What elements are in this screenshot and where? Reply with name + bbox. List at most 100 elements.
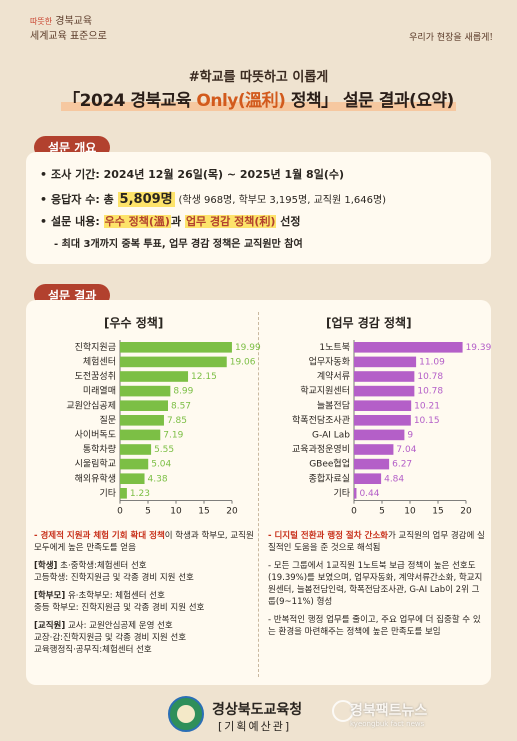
watermark: 경북팩트뉴스 kyeongbuk fact news — [350, 700, 427, 728]
notes-left: - 경제적 지원과 체험 기회 확대 정책이 학생과 학부모, 교직원 모두에게… — [34, 530, 254, 662]
workload-value-label: 10.21 — [414, 401, 440, 411]
workload-tick-label: 10 — [404, 507, 416, 517]
excellent-category-label: 도전꿈성취 — [75, 371, 116, 382]
excellent-category-label: 사이버독도 — [75, 430, 116, 441]
note-parent-l2: 중등 학부모: 진학지원금 및 각종 경비 지원 선호 — [34, 603, 205, 613]
workload-bar — [354, 488, 357, 499]
excellent-value-label: 7.19 — [163, 431, 183, 441]
content-label: 설문 내용: — [51, 215, 100, 228]
workload-category-label: 늘봄전담 — [317, 399, 350, 411]
excellent-bar — [120, 488, 127, 499]
footer-org: 경상북도교육청 — [212, 702, 303, 718]
chart-title-excellent: [우수 정책] — [104, 316, 164, 330]
note-staff-tag: [교직원] — [34, 621, 66, 631]
note-right-1-text: 가 교직원의 업무 경감에 실질적인 도움을 준 것으로 해석됨 — [268, 531, 485, 553]
footer-dept: [기획예산관] — [218, 720, 292, 733]
watermark-icon — [332, 700, 354, 722]
excellent-category-label: 통학차량 — [83, 443, 116, 455]
excellent-bar — [120, 473, 145, 484]
workload-value-label: 10.78 — [417, 372, 443, 382]
workload-category-label: 기타 — [333, 488, 350, 499]
excellent-value-label: 5.04 — [151, 460, 171, 470]
excellent-value-label: 5.55 — [154, 445, 174, 455]
note-parent-tag: [학부모] — [34, 591, 66, 601]
slogan-left-prefix: 따뜻한 — [30, 17, 53, 26]
slogan-right: 우리가 현장을 새롭게! — [409, 33, 493, 43]
content-mid: 과 — [170, 215, 182, 228]
excellent-bar — [120, 400, 168, 411]
excellent-category-label: 체험센터 — [83, 357, 116, 368]
workload-category-label: 업무자동화 — [309, 357, 350, 368]
excellent-category-label: 미래열매 — [83, 386, 116, 397]
title-accent: Only(溫利) — [196, 91, 286, 111]
excellent-value-label: 19.99 — [235, 343, 261, 353]
excellent-bar — [120, 385, 171, 397]
excellent-policy-chart: 진학지원금 19.99 체험센터 19.06 도전꿈성취 12.15 미래열매 8.99 교원안… — [66, 340, 261, 517]
slogan-left-line1: 경북교육 — [55, 16, 93, 27]
workload-bar — [354, 415, 411, 426]
slogan-left-line2: 세계교육 표준으로 — [30, 31, 107, 42]
excellent-tick-label: 0 — [117, 507, 123, 517]
excellent-tick-label: 20 — [226, 507, 238, 517]
excellent-bar — [120, 415, 164, 426]
excellent-value-label: 8.57 — [171, 401, 191, 411]
workload-category-label: 1노트북 — [319, 342, 350, 353]
excellent-value-label: 19.06 — [230, 358, 256, 368]
workload-value-label: 11.09 — [419, 358, 445, 368]
workload-category-label: G-AI Lab — [312, 431, 350, 441]
note-right-3: - 반복적인 행정 업무를 줄이고, 주요 업무에 더 집중할 수 있는 환경을… — [268, 615, 481, 637]
overview-respondents: • 응답자 수: 총 5,809명 (학생 968명, 학부모 3,195명, 교… — [40, 192, 387, 207]
excellent-category-label: 기타 — [99, 488, 116, 499]
workload-policy-chart: 1노트북 19.39 업무자동화 11.09 계약서류 10.78 학교지원센터 10.78 늘… — [292, 340, 492, 517]
workload-bar — [354, 400, 412, 411]
note-staff-l3: 교육행정직·공무직:체험센터 선호 — [34, 645, 152, 655]
overview-box: • 조사 기간: 2024년 12월 26일(목) ~ 2025년 1월 8일(수… — [26, 152, 491, 264]
note-staff-l2: 교장·감:진학지원금 및 각종 경비 지원 선호 — [34, 633, 187, 643]
subtitle: #학교를 따뜻하고 이롭게 — [188, 70, 329, 85]
excellent-tick-label: 10 — [170, 507, 182, 517]
excellent-bar — [120, 342, 232, 353]
workload-bar — [354, 371, 415, 382]
watermark-text: 경북팩트뉴스 — [350, 703, 428, 719]
excellent-bar — [120, 458, 149, 470]
excellent-value-label: 4.38 — [148, 474, 168, 484]
workload-category-label: 계약서류 — [317, 370, 350, 382]
respondents-label: 응답자 수: 총 — [51, 193, 114, 206]
note-student-l2: 고등학생: 진학지원금 및 각종 경비 지원 선호 — [34, 573, 194, 583]
period-label: 조사 기간: — [51, 168, 100, 181]
note-right-1-highlight: - 디지털 전환과 행정 절차 간소화 — [268, 531, 388, 541]
chart-title-workload: [업무 경감 정책] — [326, 316, 412, 330]
workload-tick-label: 15 — [432, 507, 443, 517]
note-left-1: - 경제적 지원과 체험 기회 확대 정책이 학생과 학부모, 교직원 모두에게… — [34, 530, 254, 554]
excellent-value-label: 8.99 — [173, 387, 193, 397]
excellent-bar — [120, 429, 161, 441]
content-a: 우수 정책(溫) — [103, 215, 171, 228]
excellent-value-label: 12.15 — [191, 372, 217, 382]
overview-content: • 설문 내용: 우수 정책(溫)과 업무 경감 정책(利) 선정 — [40, 215, 301, 228]
excellent-tick-label: 15 — [198, 507, 209, 517]
workload-tick-label: 5 — [379, 507, 385, 517]
workload-category-label: GBee협업 — [309, 458, 350, 470]
note-right-1: - 디지털 전환과 행정 절차 간소화가 교직원의 업무 경감에 실질적인 도움… — [268, 530, 486, 554]
excellent-value-label: 7.85 — [167, 416, 187, 426]
workload-tick-label: 20 — [460, 507, 472, 517]
workload-bar — [354, 473, 382, 484]
watermark-url: kyeongbuk fact news — [350, 720, 425, 728]
workload-value-label: 19.39 — [466, 343, 492, 353]
excellent-bar — [120, 371, 189, 382]
workload-category-label: 종합자료실 — [309, 473, 350, 484]
workload-value-label: 7.04 — [396, 445, 416, 455]
workload-category-label: 교육과정운영비 — [292, 444, 350, 455]
excellent-value-label: 1.23 — [130, 489, 150, 499]
workload-value-label: 6.27 — [392, 460, 412, 470]
results-box: [우수 정책] [업무 경감 정책] 진학지원금 19.99 체험센터 19.06 도전… — [26, 300, 492, 685]
workload-value-label: 0.44 — [359, 489, 379, 499]
column-divider — [258, 312, 259, 677]
note-left-3: [학부모] 유·초학부모: 체험센터 선호 중등 학부모: 진학지원금 및 각종 … — [34, 590, 254, 614]
workload-category-label: 학폭전담조사관 — [292, 414, 350, 426]
excellent-category-label: 시울림학교 — [75, 458, 116, 470]
note-left-4: [교직원] 교사: 교원안심공제 운영 선호 교장·감:진학지원금 및 각종 경비… — [34, 620, 254, 656]
overview-note: - 최대 3개까지 중복 투표, 업무 경감 정책은 교직원만 참여 — [54, 239, 303, 250]
overview-period: • 조사 기간: 2024년 12월 26일(목) ~ 2025년 1월 8일(수… — [40, 168, 345, 181]
excellent-tick-label: 5 — [145, 507, 151, 517]
